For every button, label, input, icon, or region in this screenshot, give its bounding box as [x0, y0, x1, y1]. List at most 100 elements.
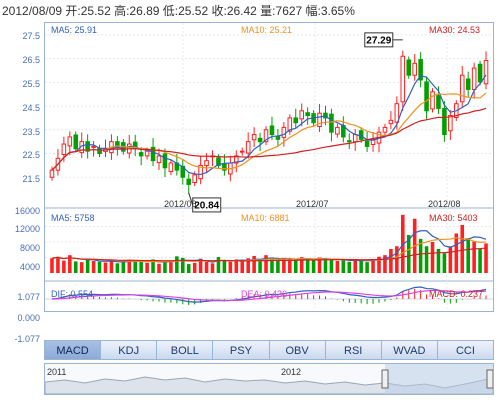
- volume-bar: [222, 260, 227, 273]
- volume-bar: [270, 259, 274, 273]
- volume-bar: [234, 259, 239, 273]
- tab-boll[interactable]: BOLL: [157, 340, 214, 360]
- volume-bar: [377, 256, 381, 273]
- candle-body: [192, 174, 197, 183]
- candle-body: [448, 115, 453, 132]
- candle-body: [293, 117, 299, 124]
- price-ma10-line: [51, 92, 487, 171]
- navigator-left-handle[interactable]: [381, 369, 389, 389]
- volume-bar: [311, 260, 316, 273]
- navigator-right-handle[interactable]: [486, 369, 493, 389]
- volume-ytick: 8000: [19, 243, 40, 253]
- range-navigator[interactable]: 2011 2012: [44, 363, 494, 395]
- volume-bar: [121, 261, 126, 273]
- price-xtick: 2012/08: [428, 199, 461, 209]
- price-ytick: 25.5: [22, 79, 40, 89]
- volume-bar: [371, 259, 375, 273]
- candle-body: [406, 59, 412, 76]
- macd-dea-line: [51, 289, 487, 302]
- volume-bar: [216, 257, 221, 273]
- tab-obv[interactable]: OBV: [269, 340, 326, 360]
- volume-bar: [204, 261, 209, 273]
- tab-cci[interactable]: CCI: [437, 340, 494, 360]
- volume-bar: [484, 243, 488, 273]
- tab-wvad[interactable]: WVAD: [381, 340, 438, 360]
- candle-body: [85, 141, 90, 152]
- volume-bar: [186, 264, 191, 273]
- volume-bar: [169, 260, 173, 273]
- macd-value-label: MACD: 0.237: [429, 289, 484, 299]
- navigator-overview: [45, 364, 493, 394]
- price-xtick: 2012/07: [296, 199, 329, 209]
- volume-bar: [383, 255, 387, 273]
- macd-ytick: 1.077: [17, 292, 40, 302]
- candle-body: [198, 164, 203, 180]
- price-ytick: 24.5: [22, 103, 40, 113]
- chart-frame: 27.29 20.84 MA5: 25.91 MA10: 25.21 MA30: …: [44, 22, 494, 312]
- volume-bar: [288, 259, 292, 273]
- volume-bar: [252, 255, 256, 273]
- candle-body: [317, 112, 322, 127]
- volume-ytick: 4000: [19, 262, 40, 272]
- tab-macd[interactable]: MACD: [44, 340, 102, 360]
- volume-bar: [127, 259, 132, 273]
- volume-bar: [151, 259, 155, 273]
- candle-body: [162, 153, 168, 169]
- candle-body: [394, 103, 400, 123]
- volume-bar: [395, 246, 399, 273]
- price-ytick: 26.5: [22, 55, 40, 65]
- volume-bar: [472, 241, 476, 273]
- candle-body: [144, 150, 150, 157]
- low-price-marker-leader: [188, 192, 194, 206]
- volume-bar: [68, 255, 72, 273]
- candle-body: [352, 134, 358, 143]
- volume-bar: [210, 263, 215, 273]
- candle-body: [299, 110, 304, 120]
- tab-rsi[interactable]: RSI: [325, 340, 382, 360]
- volume-bar: [323, 259, 328, 273]
- candle-body: [465, 78, 471, 90]
- candle-body: [400, 55, 406, 103]
- volume-bar: [460, 224, 465, 273]
- price-ytick: 27.5: [22, 31, 40, 41]
- candle-body: [335, 126, 340, 135]
- tab-kdj[interactable]: KDJ: [101, 340, 158, 360]
- price-ma30-line: [51, 107, 487, 171]
- volume-bar: [175, 256, 179, 273]
- volume-bar: [317, 257, 322, 273]
- volume-bar: [365, 262, 369, 273]
- volume-bar: [56, 256, 60, 273]
- stock-chart[interactable]: 27.29 20.84: [45, 23, 493, 311]
- volume-bar: [264, 255, 268, 273]
- volume-bar: [293, 260, 298, 273]
- volume-bar: [436, 248, 441, 273]
- volume-bar: [305, 258, 310, 273]
- candle-body: [358, 130, 364, 140]
- price-ytick: 21.5: [22, 174, 40, 184]
- macd-ytick: 0.000: [17, 313, 40, 323]
- candle-body: [263, 129, 269, 143]
- volume-ma10-label: MA10: 6881: [241, 213, 290, 223]
- price-ma30-label: MA30: 24.53: [429, 25, 481, 35]
- navigator-selection[interactable]: [385, 364, 493, 394]
- volume-bar: [139, 262, 143, 273]
- volume-bar: [341, 260, 346, 273]
- volume-bar: [466, 238, 470, 273]
- volume-bar: [240, 261, 245, 273]
- candle-body: [67, 136, 73, 147]
- quote-summary: 2012/08/09 开:25.52 高:26.89 低:25.52 收:26.…: [2, 4, 355, 18]
- volume-bar: [478, 248, 482, 273]
- volume-bar: [424, 246, 429, 273]
- tab-psy[interactable]: PSY: [213, 340, 270, 360]
- candle-body: [436, 95, 441, 109]
- price-ytick: 22.5: [22, 150, 40, 160]
- candle-body: [61, 143, 67, 155]
- candle-body: [305, 112, 310, 117]
- volume-bar: [282, 257, 286, 273]
- candle-body: [364, 140, 370, 147]
- volume-bar: [109, 260, 114, 273]
- high-price-marker: 27.29: [366, 35, 391, 46]
- volume-bar: [228, 261, 233, 273]
- volume-bar: [448, 246, 453, 273]
- volume-bar: [192, 262, 197, 273]
